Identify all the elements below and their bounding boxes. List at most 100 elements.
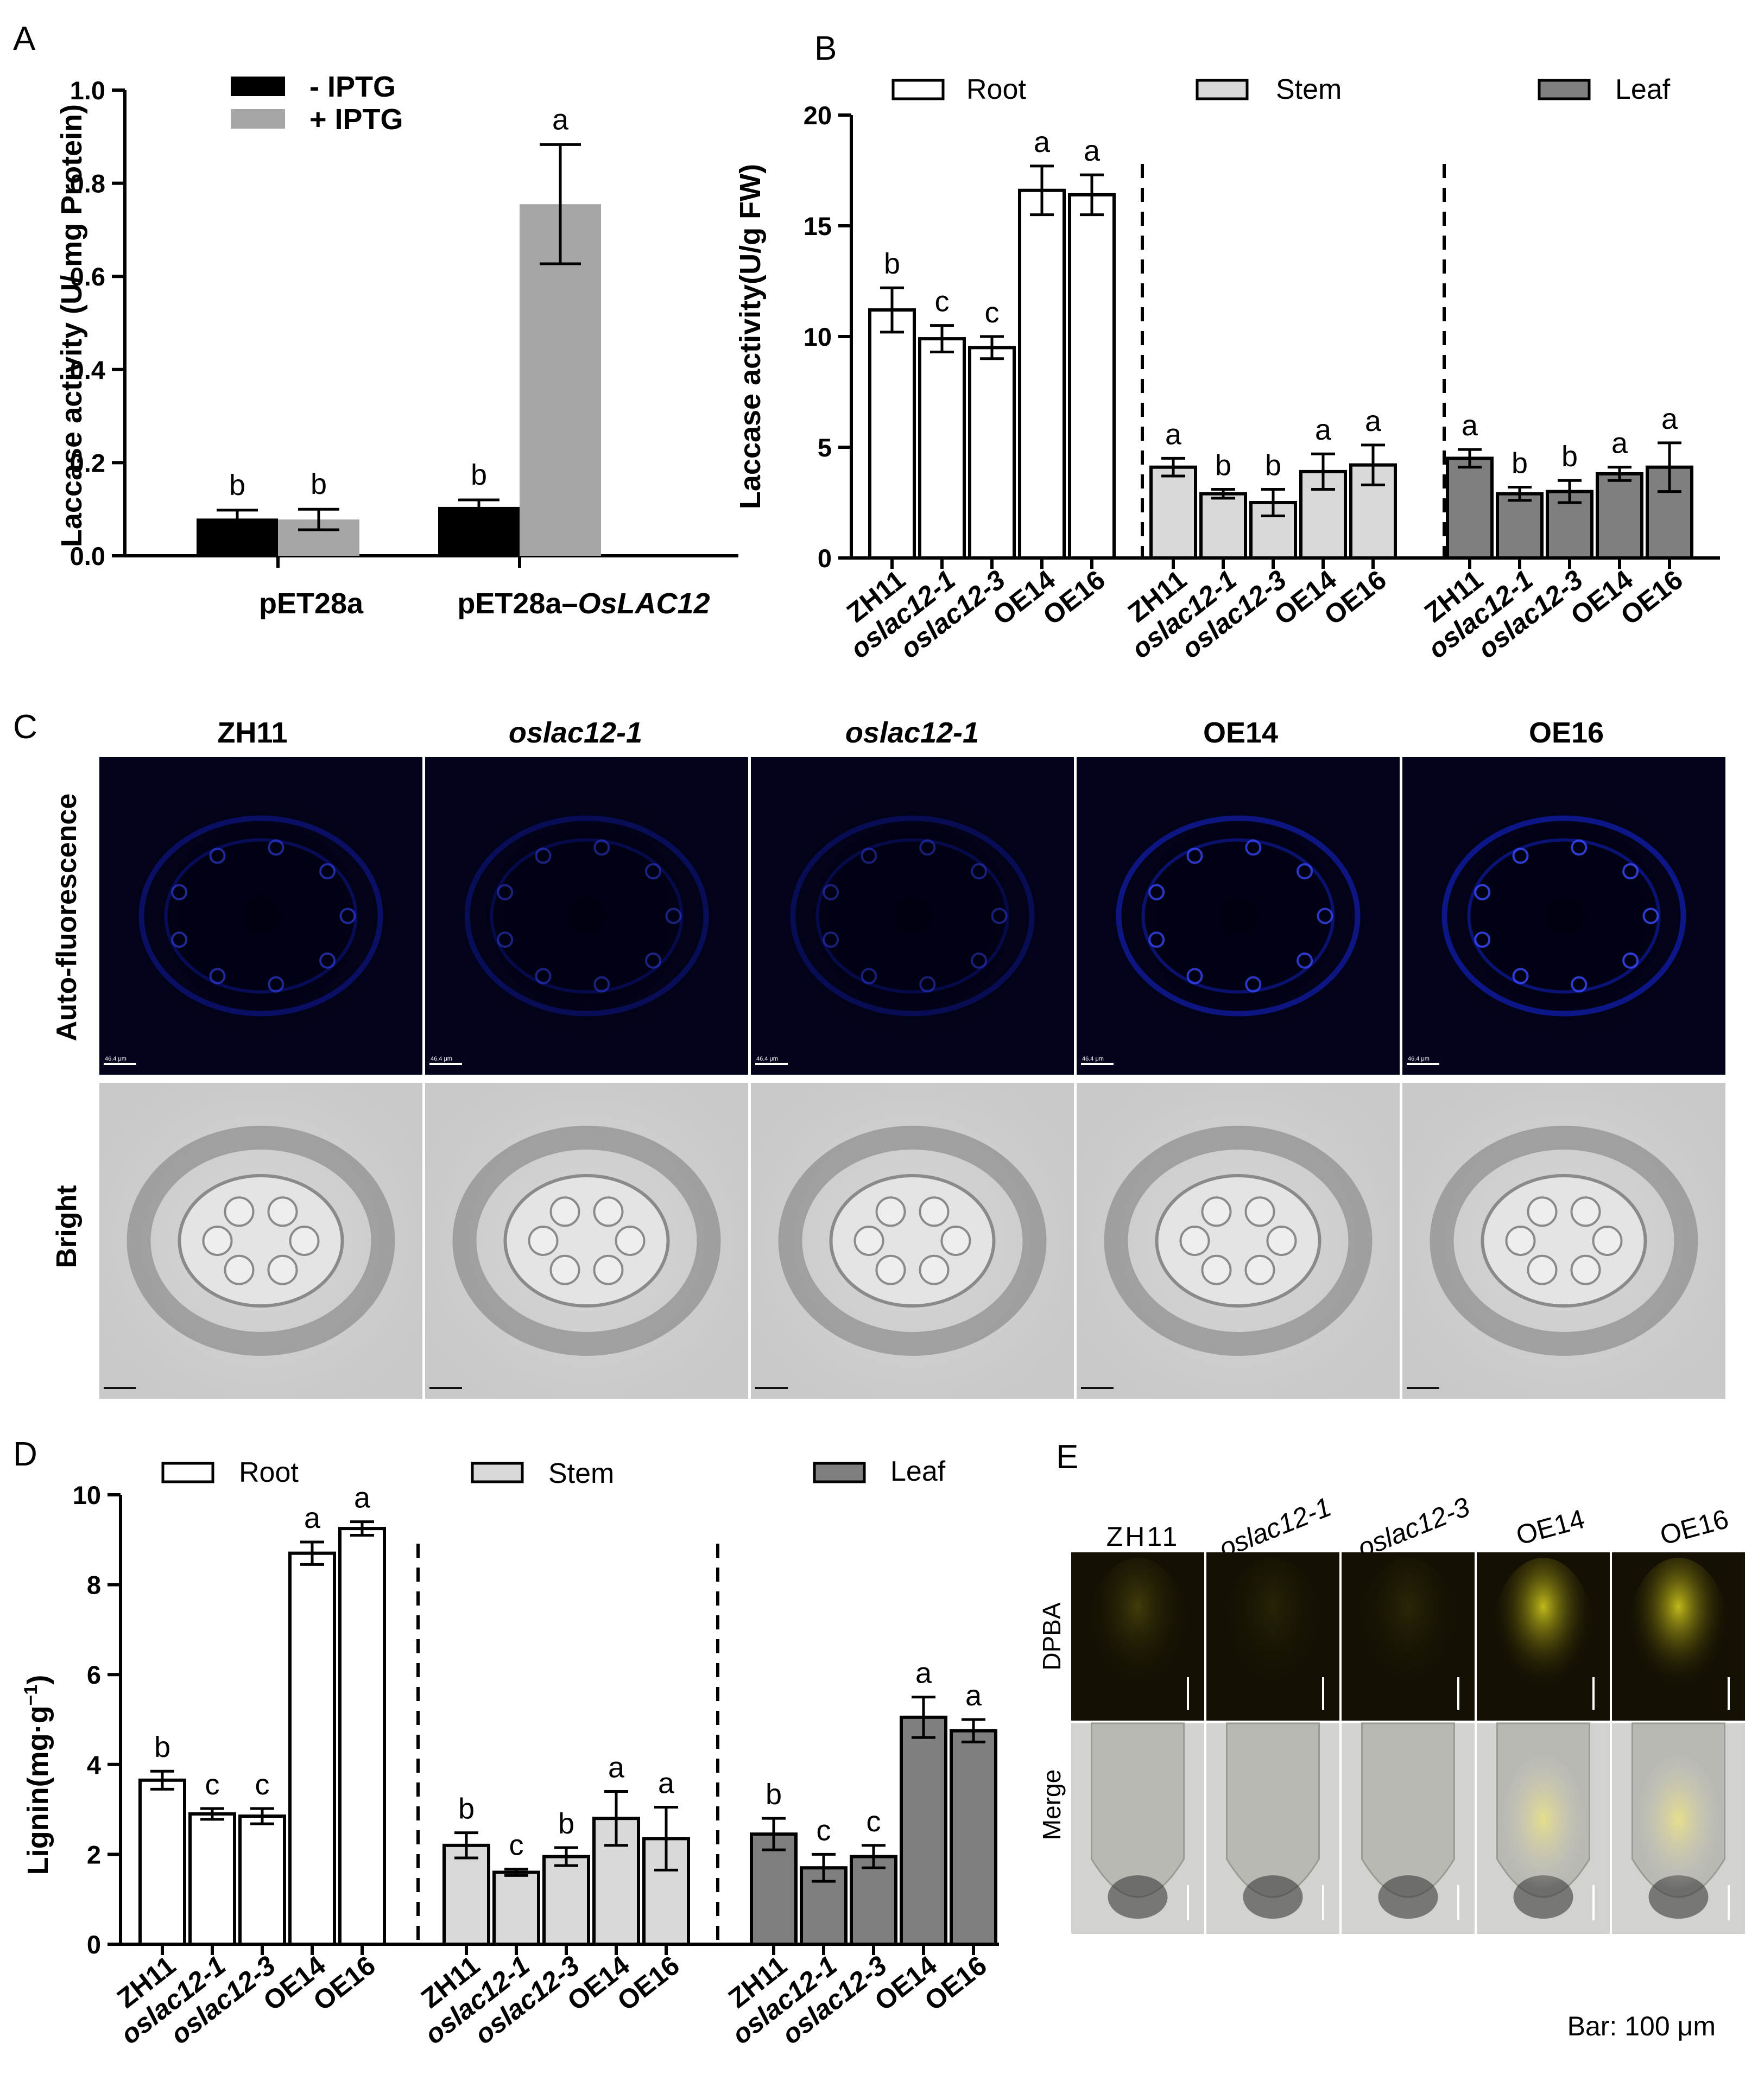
panel-c-oslac12-1-2-fluorescence-xylem-2 — [645, 952, 662, 969]
panel-d-bar-root-zh11-letter: b — [154, 1731, 170, 1763]
panel-d-bar-leaf-oslac12-3 — [850, 1855, 897, 1946]
panel-e-column-oe14: OE14 — [1513, 1503, 1588, 1551]
panel-d-y-tick-label-2: 2 — [87, 1840, 101, 1869]
panel-e-oe14-merge-signal — [1500, 1756, 1587, 1897]
panel-d-bar-leaf-oe16-letter: a — [965, 1679, 982, 1712]
panel-c-oslac12-1-3-bright-vessel-4 — [853, 1226, 884, 1256]
panel-c-oe16-5-bright-vessel-6 — [1570, 1196, 1601, 1227]
panel-c-column-oe14: OE14 — [1203, 716, 1278, 749]
panel-e-oslac12-1-merge-root-cap — [1243, 1875, 1303, 1919]
panel-c-oslac12-1-3-bright-vessel-6 — [919, 1196, 950, 1227]
panel-d-bar-leaf-zh11-letter: b — [766, 1778, 782, 1811]
panel-b-bar-root-zh11 — [868, 308, 916, 560]
panel-c-oe14-4-bright-scale-bar — [1081, 1387, 1114, 1389]
panel-b-bar-root-oslac12-3-letter: c — [985, 296, 1000, 329]
panel-d-bar-leaf-oe14-letter: a — [915, 1657, 932, 1690]
panel-b-bar-root-oe16 — [1068, 193, 1116, 560]
panel-b-legend-swatch-root — [891, 79, 945, 100]
panel-b-bar-stem-oslac12-3-letter: b — [1265, 449, 1281, 482]
panel-b-bar-root-oslac12-3 — [968, 346, 1016, 560]
panel-d-chart: 0246810bZH11coslac12-1coslac12-3aOE14aOE… — [73, 1481, 999, 2050]
panel-c-oe14-4-bright-pith — [1155, 1174, 1321, 1308]
panel-c-zh11-1-bright-pith — [178, 1174, 344, 1308]
panel-c-oslac12-1-2-bright-vessel-5 — [549, 1196, 580, 1227]
panel-e-oe16-merge-signal — [1635, 1756, 1722, 1897]
panel-d-bar-root-oslac12-1 — [188, 1812, 236, 1946]
panel-c-column-oe16: OE16 — [1529, 716, 1604, 749]
panel-c-zh11-1-bright-vessel-2 — [267, 1254, 298, 1285]
panel-b-legend-swatch-leaf — [1538, 79, 1591, 100]
panel-a-legend-swatch-minus — [231, 77, 285, 96]
panel-d-y-tick-label-4: 4 — [87, 1750, 101, 1779]
panel-c-oslac12-1-3-fluorescence-xylem-2 — [971, 952, 988, 969]
panel-b-bar-stem-oe16-letter: a — [1365, 405, 1382, 437]
panel-b-bar-stem-oslac12-1-letter: b — [1215, 449, 1231, 482]
panel-d-letter: D — [13, 1436, 37, 1473]
panel-c-zh11-1-fluorescence-xylem-9 — [319, 863, 336, 880]
panel-c-oslac12-1-3-fluorescence-xylem-8 — [919, 839, 936, 856]
panel-b-bar-root-zh11-letter: b — [884, 248, 900, 280]
panel-c-oe14-4-fluorescence-xylem-3 — [1245, 976, 1262, 993]
panel-d-bar-root-oe14-letter: a — [304, 1502, 321, 1534]
panel-d-bar-stem-zh11 — [442, 1843, 490, 1946]
panel-b-bar-leaf-oe16-letter: a — [1661, 403, 1678, 435]
panel-c-oe16-5-fluorescence-xylem-1 — [1642, 908, 1659, 924]
panel-c-oe14-4-bright-vessel-3 — [1201, 1254, 1232, 1285]
panel-b-y-tick-label-5: 5 — [818, 433, 832, 462]
panel-e-oslac12-1-dpba-signal — [1221, 1558, 1325, 1721]
panel-c-oe16-5-bright-vessel-3 — [1527, 1254, 1558, 1285]
panel-c-oslac12-1-2-bright-scale-bar — [429, 1387, 462, 1389]
panel-c-oe16-5-fluorescence-image — [1402, 757, 1725, 1075]
panel-d-legend-swatch-leaf — [813, 1462, 866, 1483]
panel-c-oe14-4-bright-stele-ring — [1104, 1126, 1373, 1356]
panel-c-zh11-1-fluorescence-xylem-6 — [171, 884, 188, 900]
panel-a-legend-swatch-plus — [231, 109, 285, 129]
panel-d-bar-root-oslac12-3-letter: c — [255, 1768, 270, 1801]
panel-c-oe16-5-fluorescence-xylem-4 — [1512, 968, 1529, 985]
panel-c-row-autofluorescence: Auto-fluorescence — [51, 794, 83, 1042]
panel-d-bar-root-oe14 — [288, 1551, 336, 1946]
panel-b-bar-leaf-oslac12-1 — [1496, 492, 1544, 560]
panel-c-oe14-4-fluorescence-ring-outer — [1116, 815, 1361, 1017]
panel-c-zh11-1-bright-scale-bar — [104, 1387, 136, 1389]
panel-d-bar-root-zh11 — [138, 1778, 186, 1946]
panel-e-oslac12-1-merge-root-tip — [1226, 1722, 1320, 1898]
panel-c-oe16-5-bright-scale-bar — [1407, 1387, 1439, 1389]
panel-c-oe14-4-fluorescence-xylem-4 — [1186, 968, 1203, 985]
panel-a-chart: 0.0 0.2 0.4 0.6 0.8 1.0 b b b a — [70, 76, 738, 570]
panel-d-y-tick-label-10: 10 — [73, 1481, 101, 1509]
panel-c-zh11-1-fluorescence-xylem-4 — [209, 968, 226, 985]
panel-c-zh11-1-fluorescence-xylem-2 — [319, 952, 336, 969]
panel-b-bar-root-oe16-letter: a — [1084, 135, 1101, 167]
panel-c-oslac12-1-3-fluorescence-xylem-1 — [991, 908, 1008, 924]
panel-c-oslac12-1-3-bright-stele-ring — [778, 1126, 1047, 1356]
panel-b-y-axis-label: Laccase activity(U/g FW) — [734, 164, 767, 509]
panel-c-oslac12-1-2-bright-vessel-1 — [615, 1226, 646, 1256]
panel-d-legend-swatch-stem — [471, 1462, 524, 1483]
panel-e-column-oe16: OE16 — [1657, 1503, 1732, 1551]
panel-d-bar-leaf-oslac12-1-letter: c — [817, 1814, 831, 1847]
panel-a-category-2-gene: OsLAC12 — [578, 587, 710, 620]
panel-c-oslac12-1-3-fluorescence-xylem-4 — [861, 968, 877, 985]
panel-b-legend-root: Root — [966, 74, 1026, 105]
panel-e-row-dpba: DPBA — [1038, 1602, 1066, 1671]
panel-c-oslac12-1-2-fluorescence-scale-bar — [429, 1063, 462, 1065]
panel-c-oslac12-1-3-bright-vessel-5 — [875, 1196, 906, 1227]
panel-b-bar-stem-zh11-letter: a — [1165, 418, 1182, 451]
panel-c-oe14-4-bright-vessel-1 — [1266, 1226, 1297, 1256]
panel-c-oe14-4-fluorescence-xylem-7 — [1186, 847, 1203, 864]
panel-c-oslac12-1-3-fluorescence-ring-outer — [790, 815, 1035, 1017]
panel-c-oslac12-1-3-bright-vessel-2 — [919, 1254, 950, 1285]
panel-c-oe14-4-fluorescence-image — [1077, 757, 1400, 1075]
panel-c-oe14-4-bright-vessel-2 — [1244, 1254, 1275, 1285]
panel-b-y-tick-label-0: 0 — [818, 544, 832, 573]
panel-e-row-merge: Merge — [1038, 1769, 1066, 1840]
panel-e-oe16-dpba-signal — [1627, 1558, 1730, 1721]
panel-d-legend-leaf: Leaf — [890, 1456, 946, 1487]
panel-c-zh11-1-bright-vessel-4 — [202, 1226, 233, 1256]
panel-d-bar-root-oslac12-3 — [238, 1814, 286, 1946]
panel-b-bar-leaf-zh11-letter: a — [1462, 409, 1478, 442]
panel-d-y-tick-label-0: 0 — [87, 1930, 101, 1959]
panel-a-y-axis-label: Laccase activity (U/ mg Protein) — [55, 104, 88, 547]
panel-a-category-2: pET28a–OsLAC12 — [457, 587, 710, 620]
